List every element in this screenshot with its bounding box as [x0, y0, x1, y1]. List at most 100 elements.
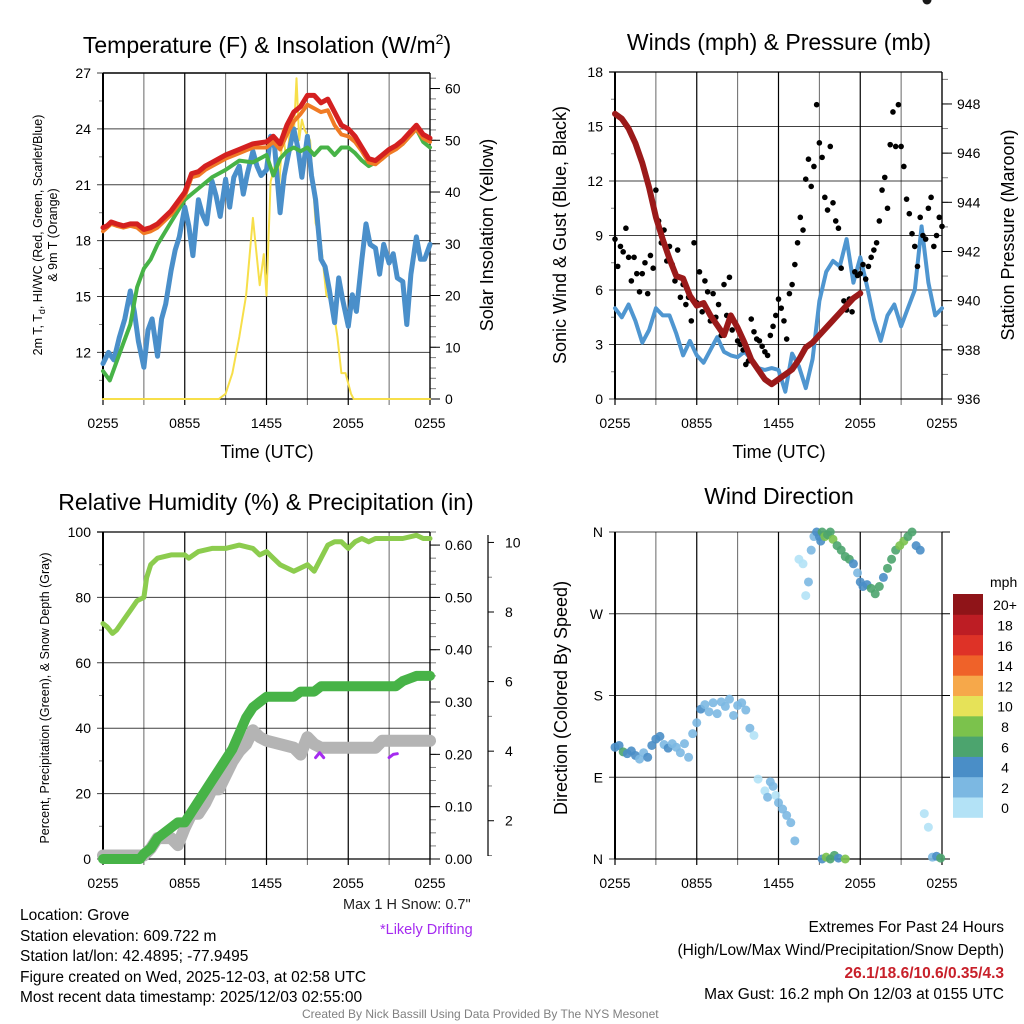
- max-gust-text: Max Gust: 16.2 mph On 12/03 at 0155 UTC: [704, 986, 1004, 1003]
- winds-gust-point: [881, 174, 888, 181]
- temperature-xlabel: Time (UTC): [220, 442, 313, 462]
- winddir-point: [801, 591, 811, 601]
- legend-swatch: [953, 634, 983, 656]
- humidity-y2-tick-label: 0.60: [445, 537, 472, 553]
- legend-swatch: [953, 715, 983, 737]
- temperature-title: Temperature (F) & Insolation (W/m2): [83, 31, 451, 58]
- winds-gust-point: [903, 196, 910, 202]
- humidity-ylabel: Percent, Precipitation (Green), & Snow D…: [38, 552, 52, 843]
- winddir-point: [700, 700, 710, 710]
- legend-swatch: [953, 776, 983, 798]
- winddir-point: [828, 534, 838, 544]
- winds-gust-point: [620, 249, 626, 255]
- winddir-point: [887, 554, 897, 564]
- winds-xtick-label: 1455: [763, 415, 794, 431]
- temperature-y2-tick-label: 0: [445, 391, 453, 407]
- temperature-ytick-label: 21: [75, 177, 91, 193]
- legend-label: 18: [997, 617, 1013, 633]
- temperature-y2label: Solar Insolation (Yellow): [477, 139, 497, 331]
- winds-gust-point: [756, 338, 763, 344]
- winds-gust-point: [726, 274, 733, 281]
- winddir-point: [647, 740, 657, 750]
- humidity-xtick-label: 1455: [251, 875, 282, 891]
- winddir-point: [741, 705, 751, 715]
- winddir-point: [786, 818, 796, 828]
- winds-gust-point: [644, 290, 651, 297]
- snow-depth-tick-label: 8: [505, 604, 513, 620]
- winds-gust-point: [672, 278, 678, 284]
- winds-gust-point: [909, 230, 915, 237]
- winddir-point: [915, 545, 925, 555]
- winds-y2-tick-label: 942: [957, 243, 981, 259]
- winddir-point: [708, 698, 718, 708]
- temperature-ytick-label: 18: [75, 233, 91, 249]
- winds-gust-point: [778, 305, 785, 311]
- legend-swatch: [953, 675, 983, 696]
- winddir-point: [688, 729, 698, 739]
- winds-gust-point: [729, 327, 735, 333]
- winds-y2-tick-label: 946: [957, 145, 981, 161]
- legend-label: 10: [997, 699, 1013, 715]
- winddir-point: [768, 781, 778, 791]
- winds-gust-point: [721, 281, 727, 288]
- winds-ylabel: Sonic Wind & Gust (Blue, Black): [550, 106, 570, 364]
- winddir-point: [749, 730, 759, 740]
- humidity-xtick-label: 0255: [414, 875, 445, 891]
- winds-gust-point: [865, 263, 872, 270]
- winds-xlabel: Time (UTC): [732, 442, 825, 462]
- winds-gust-point: [612, 236, 618, 242]
- winddir-ytick-label: W: [590, 606, 604, 622]
- winds-y2-tick-label: 938: [957, 342, 981, 358]
- winds-gust-point: [841, 298, 847, 304]
- winds-ytick-label: 6: [595, 282, 603, 298]
- winds-gust-point: [797, 214, 804, 221]
- winddir-point: [778, 804, 788, 814]
- winds-gust-point: [617, 243, 624, 250]
- winds-gust-point: [781, 318, 787, 324]
- winds-gust-point: [764, 352, 771, 359]
- winddir-point: [684, 752, 694, 762]
- extremes-box: Extremes For Past 24 Hours (High/Low/Max…: [678, 916, 1005, 1005]
- winds-gust-point: [871, 247, 877, 253]
- winds-xtick-label: 0255: [599, 415, 630, 431]
- winds-gust-point: [691, 239, 697, 246]
- winds-gust-point: [911, 243, 918, 250]
- winds-gust-point: [827, 143, 834, 150]
- winds-gust-point: [873, 239, 880, 246]
- winds-ytick-label: 9: [595, 228, 603, 244]
- legend-swatch: [953, 797, 983, 818]
- winds-gust-point: [830, 200, 836, 206]
- winds-gust-point: [715, 301, 722, 308]
- winddir-point: [919, 809, 929, 819]
- winds-gust-point: [634, 270, 640, 277]
- credit-text: Created By Nick Bassill Using Data Provi…: [302, 1007, 659, 1021]
- temperature-series-hi-wc: [100, 126, 433, 370]
- snow-depth-tick-label: 10: [505, 534, 521, 550]
- winds-gust-point: [931, 243, 937, 250]
- humidity-title: Relative Humidity (%) & Precipitation (i…: [58, 489, 473, 515]
- winds-gust-point: [696, 269, 703, 275]
- temperature-series-solar-insolation: [102, 77, 431, 400]
- winds-gust-point: [808, 183, 814, 190]
- winds-gust-point: [933, 232, 940, 239]
- winddir-point: [825, 527, 835, 537]
- humidity-y2-tick-label: 0.00: [445, 851, 472, 867]
- winds-gust-point: [653, 187, 659, 193]
- legend-label: 6: [1001, 739, 1009, 755]
- winddir-point: [840, 854, 850, 864]
- legend-label: 16: [997, 638, 1013, 654]
- winddir-panel: Wind Direction Direction (Colored By Spe…: [551, 0, 1017, 891]
- winds-gust-point: [767, 332, 774, 339]
- humidity-xtick-label: 0855: [169, 875, 200, 891]
- winds-gust-point: [884, 205, 891, 212]
- winds-gust-point: [625, 254, 632, 261]
- temperature-xtick-label: 2055: [333, 415, 364, 431]
- winddir-point: [883, 563, 892, 573]
- winds-y2-tick-label: 940: [957, 293, 981, 309]
- winddir-point: [745, 723, 755, 733]
- winddir-point: [922, 0, 932, 5]
- winddir-point: [635, 754, 645, 764]
- winds-gust-point: [849, 309, 855, 315]
- winddir-point: [853, 568, 863, 578]
